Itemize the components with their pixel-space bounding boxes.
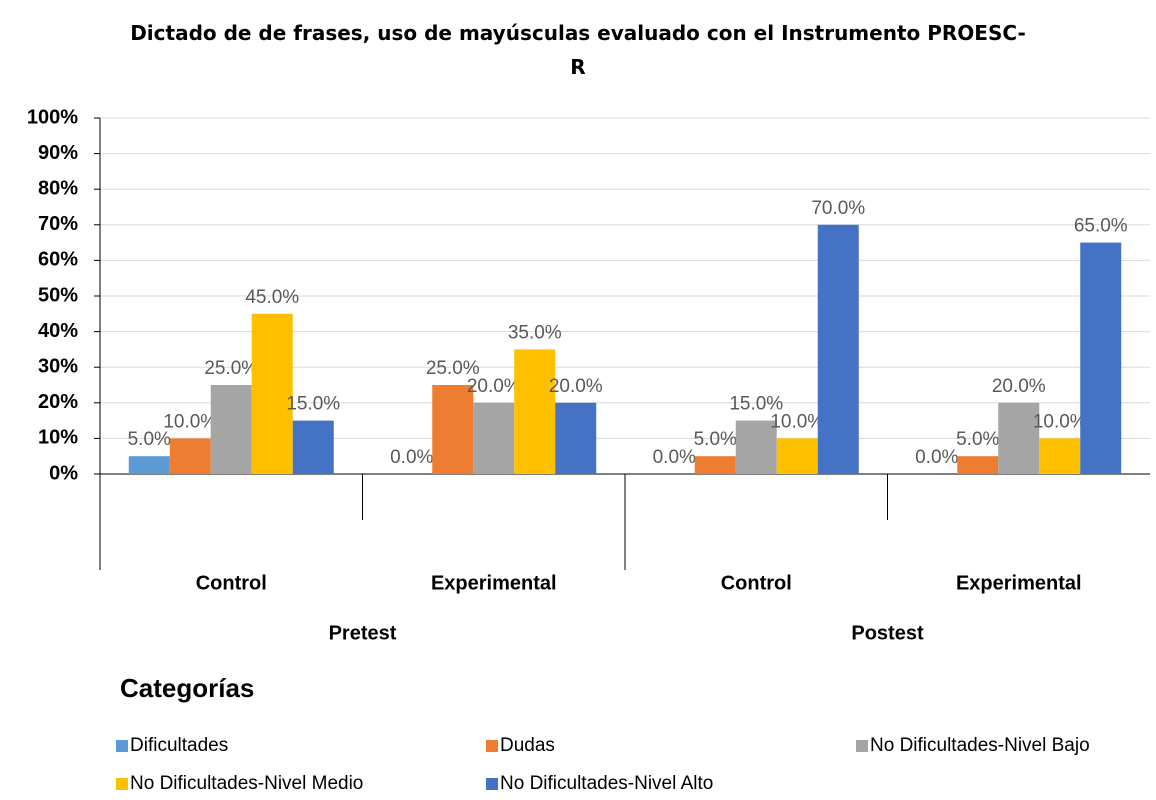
data-label: 20.0% bbox=[992, 376, 1046, 397]
x-tick-label: Experimental bbox=[431, 572, 557, 594]
x-tick-label: Control bbox=[196, 572, 267, 594]
y-tick-label: 80% bbox=[38, 177, 78, 199]
y-tick-label: 20% bbox=[38, 391, 78, 413]
bar bbox=[473, 402, 515, 474]
data-label: 15.0% bbox=[286, 394, 340, 415]
data-label: 0.0% bbox=[390, 447, 433, 468]
legend-label: Dificultades bbox=[130, 735, 228, 756]
legend-label: Dudas bbox=[500, 735, 555, 756]
data-label: 45.0% bbox=[245, 287, 299, 308]
legend-swatch bbox=[116, 778, 128, 790]
y-tick-label: 60% bbox=[38, 249, 78, 271]
data-label: 65.0% bbox=[1074, 216, 1128, 237]
bar bbox=[210, 385, 252, 474]
bar bbox=[292, 420, 334, 474]
data-label: 0.0% bbox=[915, 447, 958, 468]
chart-title: Dictado de de frases, uso de mayúsculas … bbox=[130, 21, 1026, 79]
data-label: 20.0% bbox=[549, 376, 603, 397]
bar bbox=[957, 456, 999, 474]
legend-swatch bbox=[486, 778, 498, 790]
data-label: 0.0% bbox=[653, 447, 696, 468]
data-label: 10.0% bbox=[1033, 411, 1087, 432]
legend-swatch bbox=[116, 740, 128, 752]
y-tick-label: 30% bbox=[38, 355, 78, 377]
legend-title: Categorías bbox=[120, 673, 254, 703]
bar bbox=[776, 438, 818, 474]
legend-label: No Dificultades-Nivel Alto bbox=[500, 773, 713, 794]
x-tick-label: Control bbox=[721, 572, 792, 594]
data-label: 70.0% bbox=[811, 198, 865, 219]
y-tick-label: 90% bbox=[38, 142, 78, 164]
data-label: 10.0% bbox=[770, 411, 824, 432]
bar bbox=[1080, 242, 1122, 474]
y-tick-label: 50% bbox=[38, 284, 78, 306]
data-label: 5.0% bbox=[694, 429, 737, 450]
bar bbox=[1039, 438, 1081, 474]
bar bbox=[169, 438, 211, 474]
data-label: 25.0% bbox=[426, 358, 480, 379]
y-tick-label: 70% bbox=[38, 213, 78, 235]
legend-label: No Dificultades-Nivel Bajo bbox=[870, 735, 1090, 756]
bar bbox=[998, 402, 1040, 474]
data-label: 20.0% bbox=[467, 376, 521, 397]
y-tick-label: 0% bbox=[49, 462, 78, 484]
y-tick-label: 40% bbox=[38, 320, 78, 342]
bar bbox=[694, 456, 736, 474]
bar bbox=[817, 224, 859, 474]
group-label: Postest bbox=[851, 622, 924, 644]
bar bbox=[251, 313, 293, 474]
legend-swatch bbox=[856, 740, 868, 752]
x-tick-label: Experimental bbox=[956, 572, 1082, 594]
data-label: 5.0% bbox=[956, 429, 999, 450]
bar bbox=[514, 349, 556, 474]
bar bbox=[128, 456, 170, 474]
bar bbox=[555, 402, 597, 474]
data-label: 25.0% bbox=[204, 358, 258, 379]
data-label: 5.0% bbox=[128, 429, 171, 450]
y-tick-label: 10% bbox=[38, 427, 78, 449]
bar bbox=[735, 420, 777, 474]
bar bbox=[432, 385, 474, 474]
y-tick-label: 100% bbox=[27, 106, 78, 128]
legend-label: No Dificultades-Nivel Medio bbox=[130, 773, 363, 794]
legend-swatch bbox=[486, 740, 498, 752]
group-label: Pretest bbox=[329, 622, 397, 644]
data-label: 35.0% bbox=[508, 322, 562, 343]
data-label: 10.0% bbox=[163, 411, 217, 432]
data-label: 15.0% bbox=[729, 394, 783, 415]
